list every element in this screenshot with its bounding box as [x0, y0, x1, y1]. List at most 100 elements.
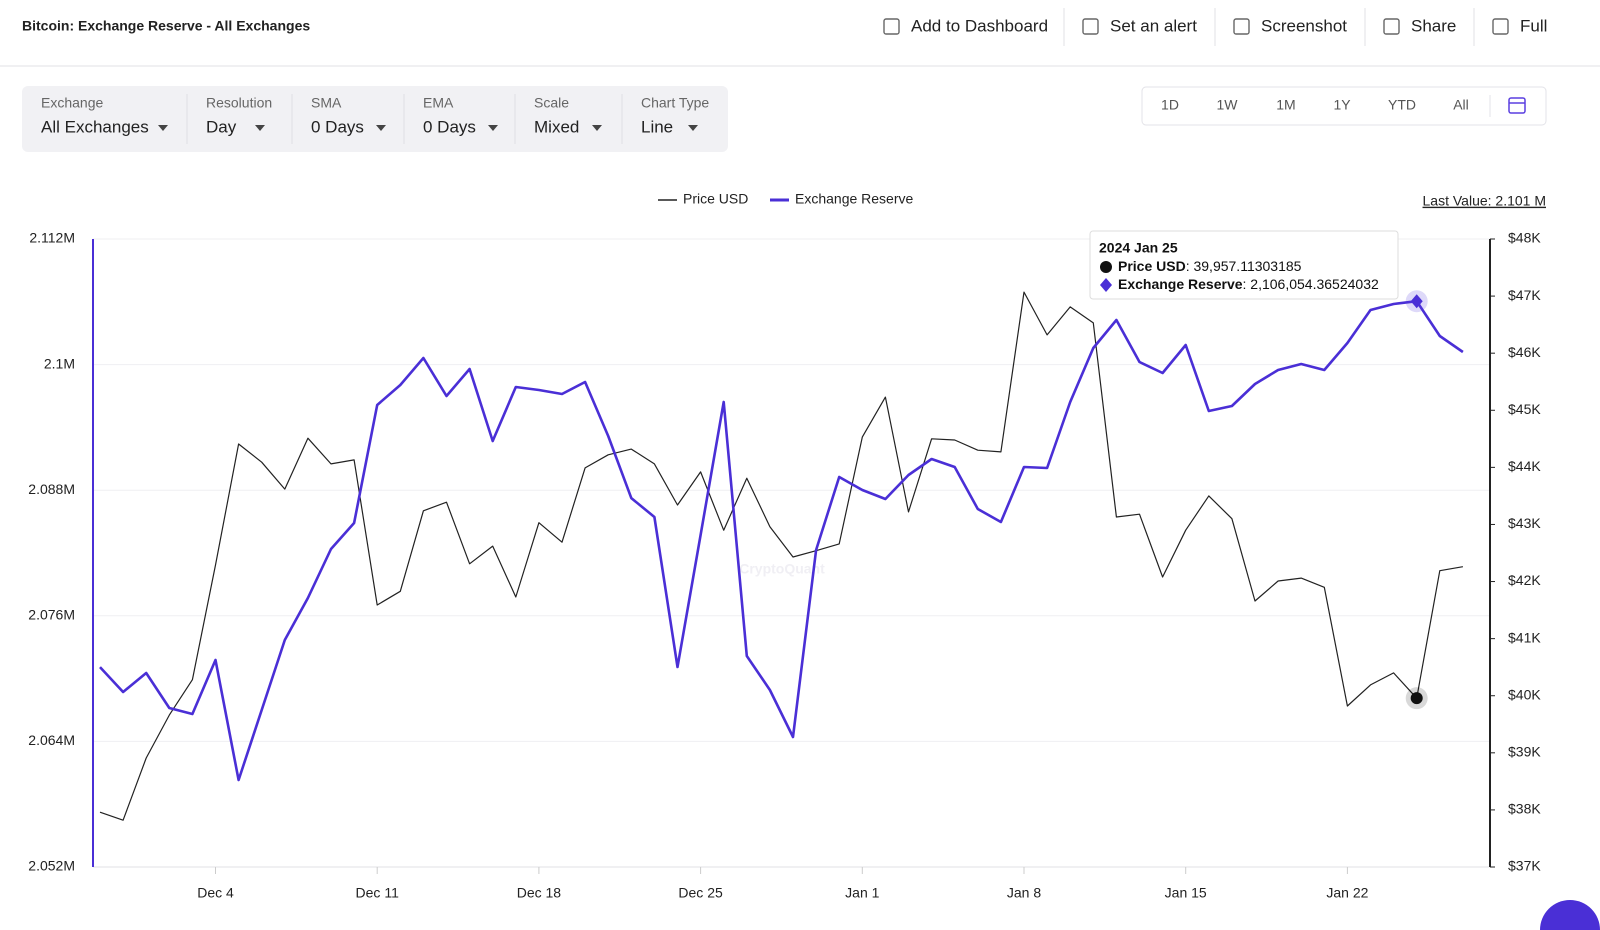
tooltip-label: Price USD [1118, 258, 1186, 274]
x-tick-label: Dec 4 [197, 885, 234, 901]
tooltip-value: : 2,106,054.36524032 [1243, 276, 1379, 292]
dropdown-arrow [488, 125, 498, 131]
y2-tick-label: $45K [1508, 401, 1541, 417]
filter-value: All Exchanges [41, 117, 149, 136]
button-label: Share [1411, 16, 1456, 35]
filter-dropdown[interactable]: Exchange All Exchanges [41, 95, 168, 137]
filter-label: Scale [534, 95, 569, 111]
button-label: Screenshot [1261, 16, 1347, 35]
filter-label: Resolution [206, 95, 272, 111]
header-button[interactable]: Share [1383, 16, 1456, 35]
y-tick-label: 2.052M [28, 858, 75, 874]
icon [1233, 18, 1250, 35]
filter-label: EMA [423, 95, 454, 111]
y2-tick-label: $42K [1508, 572, 1541, 588]
legend-label: Exchange Reserve [795, 191, 914, 207]
tooltip-row: Exchange Reserve: 2,106,054.36524032 [1118, 276, 1379, 292]
dropdown-arrow [255, 125, 265, 131]
calendar-button[interactable] [1508, 97, 1526, 114]
x-tick-label: Jan 15 [1165, 885, 1207, 901]
tooltip-label: Exchange Reserve [1118, 276, 1243, 292]
range-button[interactable]: YTD [1388, 97, 1416, 113]
legend-item[interactable]: Price USD [658, 191, 748, 207]
header-button[interactable]: Screenshot [1233, 16, 1347, 35]
y-tick-label: 2.064M [28, 732, 75, 748]
x-tick-label: Dec 11 [356, 885, 400, 901]
button-label: Full [1520, 16, 1547, 35]
filters: Exchange All Exchanges Resolution Day SMA 0 D… [41, 94, 709, 144]
chart: CryptoQuant 2.052M 2.064M 2.076M 2.088M 2.1M 2… [28, 191, 1546, 901]
legend-label: Price USD [683, 191, 748, 207]
filter-dropdown[interactable]: Chart Type Line [641, 95, 709, 137]
y2-tick-label: $40K [1508, 686, 1541, 702]
filter-value: Line [641, 117, 673, 136]
filter-dropdown[interactable]: SMA 0 Days [311, 95, 386, 137]
y2-tick-label: $46K [1508, 344, 1541, 360]
icon [1082, 18, 1099, 35]
filter-dropdown[interactable]: EMA 0 Days [423, 95, 498, 137]
range-button[interactable]: All [1453, 97, 1469, 113]
dropdown-arrow [376, 125, 386, 131]
tooltip-icon [1100, 261, 1112, 273]
icon [1508, 97, 1526, 114]
y2-tick-label: $41K [1508, 629, 1541, 645]
button-label: Set an alert [1110, 16, 1197, 35]
filter-dropdown[interactable]: Resolution Day [206, 95, 272, 137]
tooltip-row: Price USD: 39,957.11303185 [1118, 258, 1302, 274]
hover-point [1410, 294, 1423, 309]
filter-panel [22, 86, 728, 152]
tooltip-date: 2024 Jan 25 [1099, 240, 1178, 256]
icon [1383, 18, 1400, 35]
x-tick-label: Dec 18 [517, 885, 562, 901]
y2-tick-label: $48K [1508, 230, 1541, 246]
icon [883, 18, 900, 35]
legend-item[interactable]: Exchange Reserve [770, 191, 914, 207]
dropdown-arrow [158, 125, 168, 131]
x-tick-label: Jan 8 [1007, 885, 1041, 901]
range-button[interactable]: 1W [1217, 97, 1239, 113]
filter-value: Mixed [534, 117, 579, 136]
y2-tick-label: $47K [1508, 287, 1541, 303]
range-button[interactable]: 1Y [1333, 97, 1351, 113]
series-line [99, 291, 1464, 821]
page-title: Bitcoin: Exchange Reserve - All Exchange… [22, 18, 310, 34]
filter-value: Day [206, 117, 237, 136]
last-value: Last Value: 2.101 M [1423, 193, 1546, 209]
range-buttons: 1D 1W 1M 1Y YTD All [1161, 95, 1526, 117]
tooltip: 2024 Jan 25 Price USD: 39,957.11303185 Exc… [1089, 230, 1399, 300]
button-label: Add to Dashboard [911, 16, 1048, 35]
header-actions: Add to Dashboard Set an alert Screenshot Sh… [883, 8, 1547, 46]
hover-point [1410, 692, 1423, 705]
tooltip-icon [1100, 278, 1112, 292]
y-tick-label: 2.088M [28, 481, 75, 497]
x-tick-label: Jan 22 [1326, 885, 1368, 901]
y2-tick-label: $43K [1508, 515, 1541, 531]
dropdown-arrow [592, 125, 602, 131]
range-panel [1141, 86, 1547, 126]
y-tick-label: 2.1M [44, 355, 75, 371]
x-tick-label: Dec 25 [678, 885, 723, 901]
filter-dropdown[interactable]: Scale Mixed [534, 95, 602, 137]
y-tick-label: 2.076M [28, 607, 75, 623]
tooltip-value: : 39,957.11303185 [1186, 258, 1302, 274]
y2-tick-label: $44K [1508, 458, 1541, 474]
header-button[interactable]: Set an alert [1082, 16, 1197, 35]
help-button[interactable] [1540, 900, 1600, 930]
filter-value: 0 Days [311, 117, 364, 136]
range-button[interactable]: 1M [1276, 97, 1295, 113]
x-tick-label: Jan 1 [845, 885, 879, 901]
range-button[interactable]: 1D [1161, 97, 1179, 113]
filter-value: 0 Days [423, 117, 476, 136]
icon [1492, 18, 1509, 35]
header-button[interactable]: Add to Dashboard [883, 16, 1048, 35]
watermark: CryptoQuant [739, 561, 825, 577]
y2-tick-label: $37K [1508, 858, 1541, 874]
dropdown-arrow [688, 125, 698, 131]
tooltip-box [1089, 230, 1399, 300]
filter-label: Exchange [41, 95, 103, 111]
header-button[interactable]: Full [1492, 16, 1547, 35]
series-line [99, 299, 1464, 782]
y-tick-label: 2.112M [29, 230, 75, 246]
